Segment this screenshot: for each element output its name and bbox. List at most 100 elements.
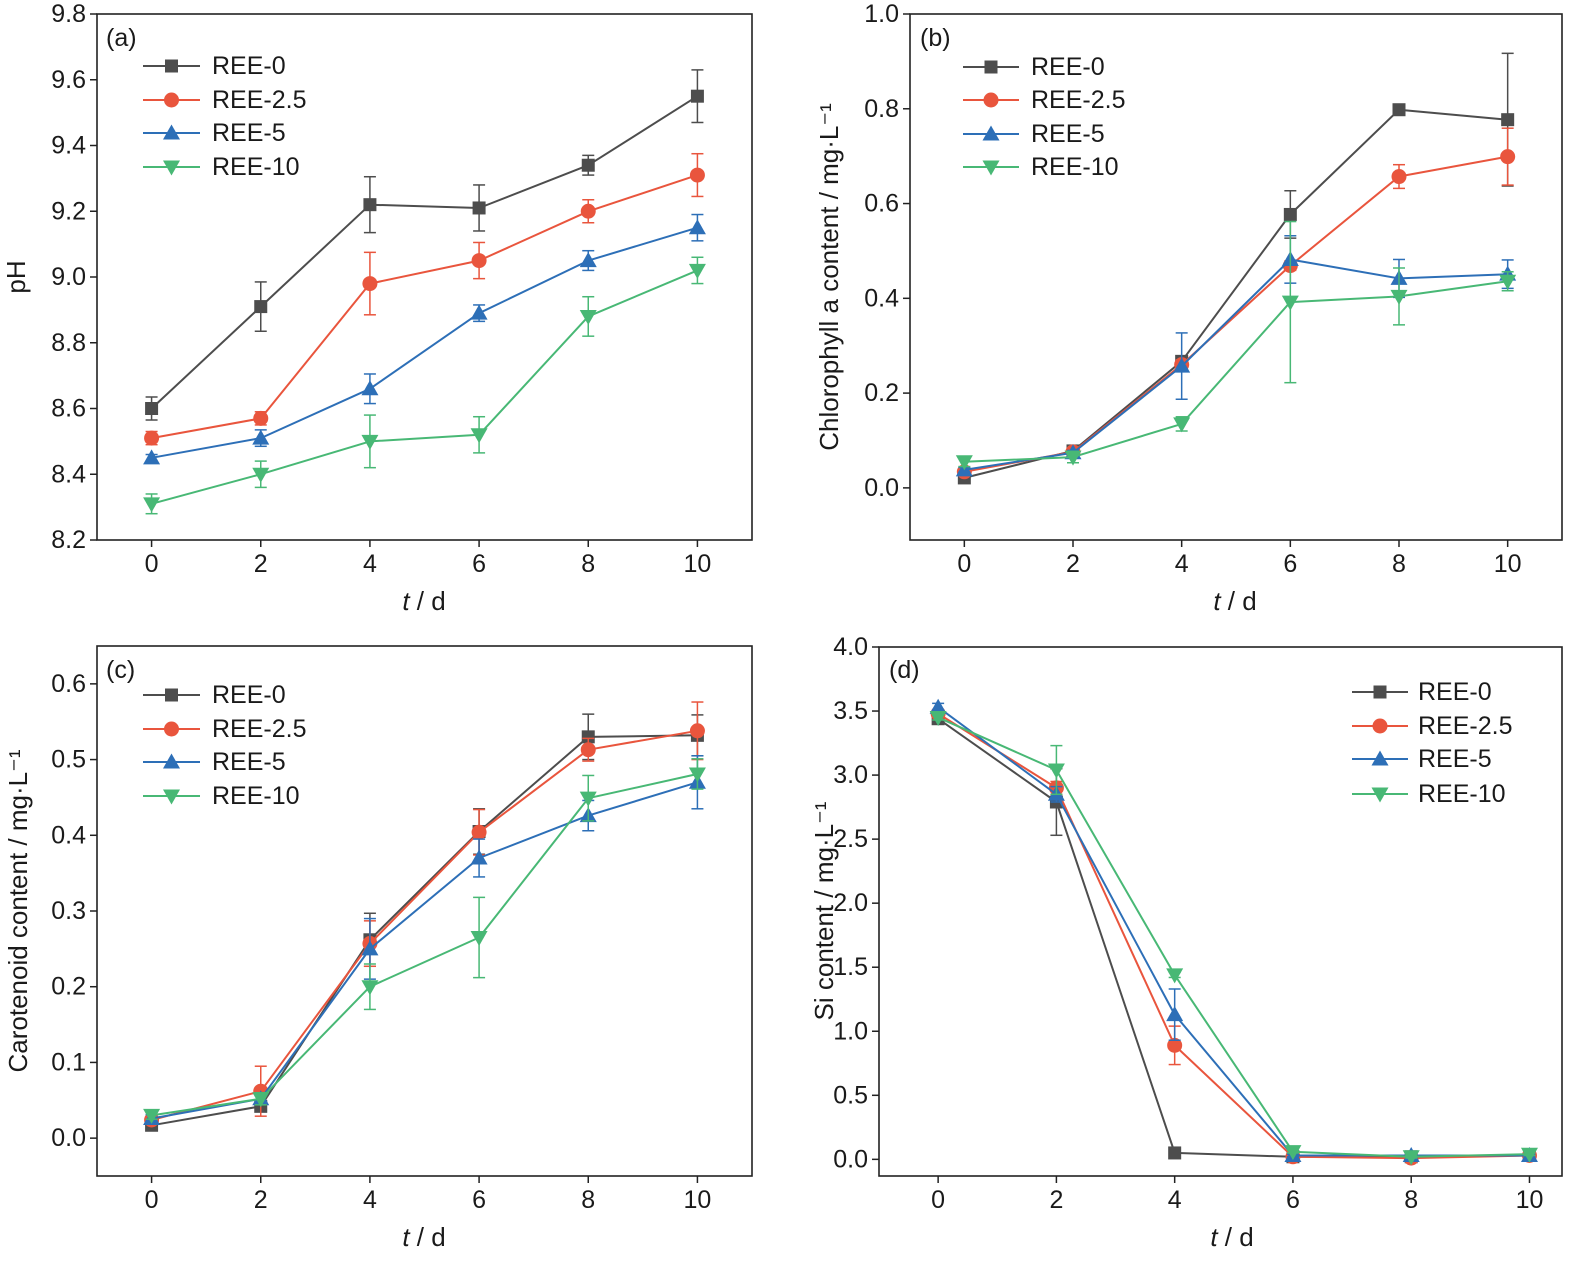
data-point-ree-10 <box>955 455 973 471</box>
y-tick-label: 0.4 <box>864 284 899 312</box>
data-point-ree-2-5 <box>471 253 487 269</box>
series-line-ree-10 <box>151 269 698 505</box>
series-line-ree-5 <box>964 258 1508 471</box>
y-tick-label: 0.0 <box>833 1145 868 1173</box>
legend-label: REE-5 <box>212 748 286 776</box>
x-axis-label: t / d <box>402 1222 445 1252</box>
data-point-ree-10 <box>688 263 706 279</box>
data-point-ree-5 <box>361 940 379 956</box>
data-point-ree-10 <box>1047 763 1065 779</box>
legend-marker-ree-10 <box>163 789 180 805</box>
y-tick-label: 0.5 <box>51 746 86 774</box>
data-point-ree-10 <box>252 467 270 483</box>
legend-label: REE-10 <box>1031 153 1119 181</box>
legend-entry-ree-2-5: REE-2.5 <box>963 86 1125 114</box>
y-tick-label: 0.0 <box>51 1124 86 1152</box>
legend-label: REE-5 <box>1418 745 1492 773</box>
legend-entry-ree-10: REE-10 <box>1352 780 1506 808</box>
x-tick-label: 10 <box>1494 550 1522 578</box>
series-ree-10 <box>143 256 706 515</box>
x-tick-label: 6 <box>472 550 486 578</box>
series-ree-0 <box>145 713 704 1132</box>
data-point-ree-10 <box>1499 274 1517 290</box>
legend-entry-ree-0: REE-0 <box>1352 678 1492 706</box>
legend-marker-ree-0 <box>165 59 178 73</box>
legend-label: REE-10 <box>212 782 300 810</box>
legend-entry-ree-10: REE-10 <box>143 782 300 810</box>
legend-marker-ree-2-5 <box>164 721 179 737</box>
data-point-ree-0 <box>363 198 377 212</box>
data-point-ree-10 <box>1402 1150 1420 1166</box>
data-point-ree-10 <box>579 309 597 325</box>
x-tick-label: 6 <box>1283 550 1297 578</box>
data-point-ree-2-5 <box>580 742 596 758</box>
series-line-ree-0 <box>151 734 698 1127</box>
legend-entry-ree-2-5: REE-2.5 <box>143 715 306 743</box>
legend-entry-ree-10: REE-10 <box>143 153 300 181</box>
legend-label: REE-2.5 <box>212 715 306 743</box>
legend-entry-ree-10: REE-10 <box>963 153 1119 181</box>
y-tick-label: 0.1 <box>51 1048 86 1076</box>
x-tick-label: 4 <box>363 1186 377 1214</box>
legend-marker-ree-5 <box>163 124 180 140</box>
panel-label: (b) <box>920 24 951 52</box>
y-tick-label: 0.4 <box>51 821 86 849</box>
y-tick-label: 0.8 <box>864 95 899 123</box>
series-line-ree-2-5 <box>937 712 1530 1160</box>
data-point-ree-5 <box>143 449 161 465</box>
legend-entry-ree-0: REE-0 <box>963 53 1105 81</box>
data-point-ree-2-5 <box>689 723 705 739</box>
data-point-ree-5 <box>252 429 270 445</box>
x-axis-label: t / d <box>1210 1222 1253 1252</box>
legend-entry-ree-0: REE-0 <box>143 681 286 709</box>
data-point-ree-0 <box>1168 1146 1182 1160</box>
y-tick-label: 0.5 <box>833 1081 868 1109</box>
series-line-ree-5 <box>151 226 698 459</box>
panel-label: (d) <box>889 656 920 684</box>
y-tick-label: 0.6 <box>51 670 86 698</box>
data-point-ree-10 <box>1064 450 1082 466</box>
y-tick-label: 2.0 <box>833 889 868 917</box>
data-point-ree-2-5 <box>471 824 487 840</box>
y-tick-label: 0.2 <box>51 973 86 1001</box>
data-point-ree-0 <box>1501 113 1515 127</box>
data-point-ree-0 <box>581 730 595 744</box>
legend-entry-ree-5: REE-5 <box>963 120 1105 148</box>
data-point-ree-10 <box>929 710 947 726</box>
x-tick-label: 6 <box>1286 1186 1300 1214</box>
y-tick-label: 8.8 <box>51 329 86 357</box>
series-ree-10 <box>929 710 1538 1166</box>
legend-marker-ree-2-5 <box>164 92 179 108</box>
data-point-ree-2-5 <box>362 276 378 292</box>
data-point-ree-10 <box>1166 968 1184 984</box>
data-point-ree-0 <box>1283 207 1297 221</box>
legend-label: REE-2.5 <box>212 86 306 114</box>
y-tick-label: 9.0 <box>51 263 86 291</box>
series-line-ree-10 <box>937 716 1530 1158</box>
legend-marker-ree-10 <box>163 160 180 176</box>
data-point-ree-10 <box>1173 417 1191 433</box>
data-point-ree-0 <box>1392 103 1406 117</box>
legend-marker-ree-0 <box>984 60 998 74</box>
data-point-ree-2-5 <box>253 410 269 426</box>
y-tick-label: 8.6 <box>51 395 86 423</box>
x-tick-label: 10 <box>684 1186 712 1214</box>
data-point-ree-0 <box>690 89 704 103</box>
legend-entry-ree-5: REE-5 <box>1352 745 1492 773</box>
legend-label: REE-0 <box>212 681 286 709</box>
legend-marker-ree-10 <box>982 160 1000 176</box>
data-point-ree-10 <box>688 767 706 783</box>
y-tick-label: 9.6 <box>51 66 86 94</box>
x-axis-variable: t <box>1213 586 1222 616</box>
plot-frame <box>96 13 753 541</box>
x-tick-label: 2 <box>254 1186 268 1214</box>
x-tick-label: 10 <box>1516 1186 1544 1214</box>
legend-marker-ree-10 <box>1371 787 1389 803</box>
y-axis-label: pH <box>1 260 31 293</box>
data-point-ree-10 <box>143 497 161 513</box>
legend-entry-ree-2-5: REE-2.5 <box>143 86 306 114</box>
data-point-ree-10 <box>361 434 379 450</box>
x-axis-variable: t <box>1210 1222 1219 1252</box>
data-point-ree-5 <box>1173 357 1191 373</box>
